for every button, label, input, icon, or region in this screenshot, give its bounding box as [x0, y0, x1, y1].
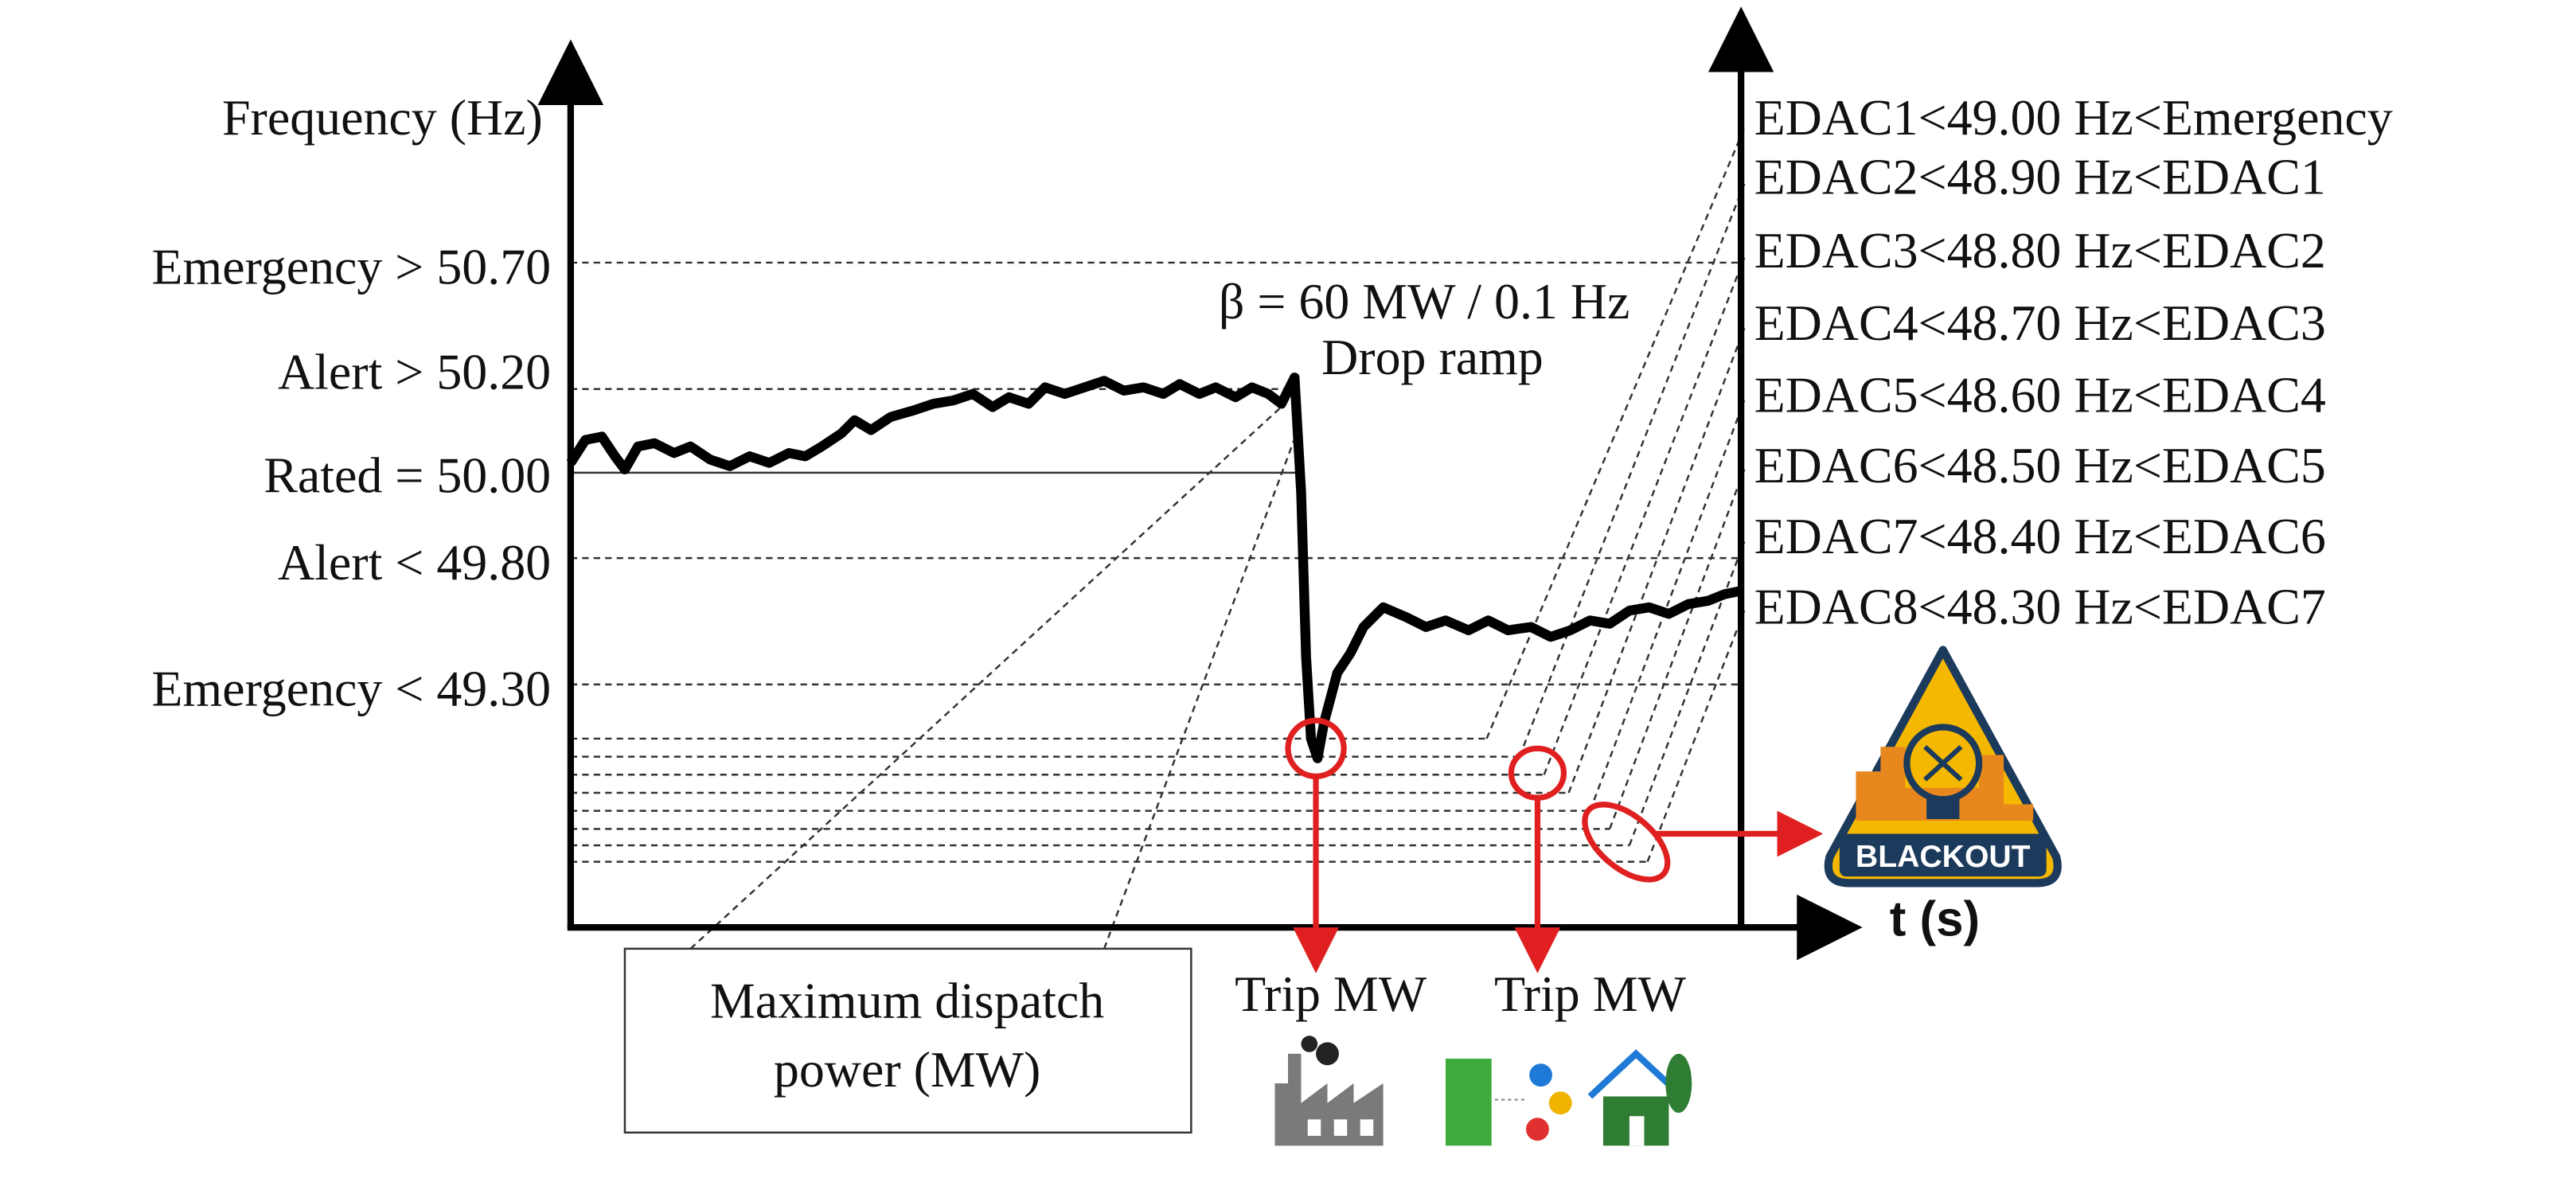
trip-markers-part: [1582, 802, 1671, 883]
trip-label: Trip MW: [1494, 966, 1687, 1022]
threshold-label: Alert < 49.80: [278, 534, 551, 591]
beta-annotation: β = 60 MW / 0.1 Hz: [1219, 273, 1630, 330]
threshold-label: Alert > 50.20: [278, 344, 551, 400]
house-icon-part: [1665, 1053, 1692, 1114]
blackout-label: BLACKOUT: [1856, 840, 2031, 874]
axes: [537, 6, 1863, 961]
edac-lines-part: [1567, 327, 1746, 794]
edac-lines-part: [1646, 610, 1746, 863]
edac-label: EDAC7<48.40 Hz<EDAC6: [1754, 508, 2326, 564]
house-icon-part: [1629, 1116, 1645, 1146]
edac-lines: [570, 127, 1746, 950]
community-icon: [1445, 1059, 1572, 1146]
dispatch-label: Maximum dispatch: [710, 972, 1104, 1028]
edac-label: EDAC6<48.50 Hz<EDAC5: [1754, 437, 2326, 494]
edac-label: EDAC2<48.90 Hz<EDAC1: [1754, 148, 2326, 205]
community-icon-part: [1445, 1059, 1492, 1146]
factory-icon-part: [1360, 1119, 1374, 1136]
community-icon-part: [1548, 1091, 1572, 1115]
x-axis-label: t (s): [1890, 892, 1980, 946]
house-icon: [1587, 1049, 1692, 1146]
threshold-label: Emergency > 50.70: [152, 239, 552, 295]
threshold-label: Emergency < 49.30: [152, 661, 552, 717]
community-icon-part: [1529, 1063, 1552, 1087]
blackout-icon-part: [1923, 744, 1963, 782]
community-icon-part: [1526, 1118, 1549, 1141]
factory-icon: [1274, 1036, 1384, 1146]
trip-markers-part: [1508, 745, 1567, 801]
threshold-lines: [570, 261, 1742, 686]
factory-icon-part: [1333, 1119, 1348, 1136]
blackout-icon-part: [1839, 833, 2047, 877]
frequency-curve: [566, 373, 1743, 763]
edac-lines-part: [1103, 429, 1299, 950]
edac-lines-part: [1543, 257, 1746, 775]
edac-label: EDAC3<48.80 Hz<EDAC2: [1754, 222, 2326, 279]
blackout-icon-part: [1926, 796, 1960, 819]
dispatch-label: power (MW): [774, 1041, 1040, 1098]
y-axis-label: Frequency (Hz): [222, 89, 543, 146]
edac-lines-part: [1609, 469, 1746, 829]
dispatch-box: [623, 947, 1192, 1134]
factory-icon-part: [1274, 1053, 1384, 1146]
edac-lines-part: [689, 403, 1286, 950]
threshold-label: Rated = 50.00: [263, 447, 551, 504]
edac-label: EDAC8<48.30 Hz<EDAC7: [1754, 579, 2326, 635]
edac-lines-part: [1518, 183, 1746, 758]
blackout-icon: BLACKOUT: [1824, 646, 2062, 888]
factory-icon-part: [1301, 1036, 1318, 1052]
edac-lines-part: [1485, 127, 1746, 739]
edac-label: EDAC4<48.70 Hz<EDAC3: [1754, 295, 2326, 351]
edac-lines-part: [1589, 400, 1746, 812]
trip-markers: [1285, 717, 1824, 973]
edac-label: EDAC5<48.60 Hz<EDAC4: [1754, 367, 2326, 423]
drop-ramp-annotation: Drop ramp: [1321, 329, 1544, 385]
blackout-icon-part: [1856, 747, 2034, 821]
factory-icon-part: [1316, 1042, 1339, 1066]
factory-icon-part: [1307, 1119, 1321, 1136]
trip-label: Trip MW: [1235, 966, 1427, 1022]
edac-label: EDAC1<49.00 Hz<Emergency: [1754, 89, 2393, 146]
